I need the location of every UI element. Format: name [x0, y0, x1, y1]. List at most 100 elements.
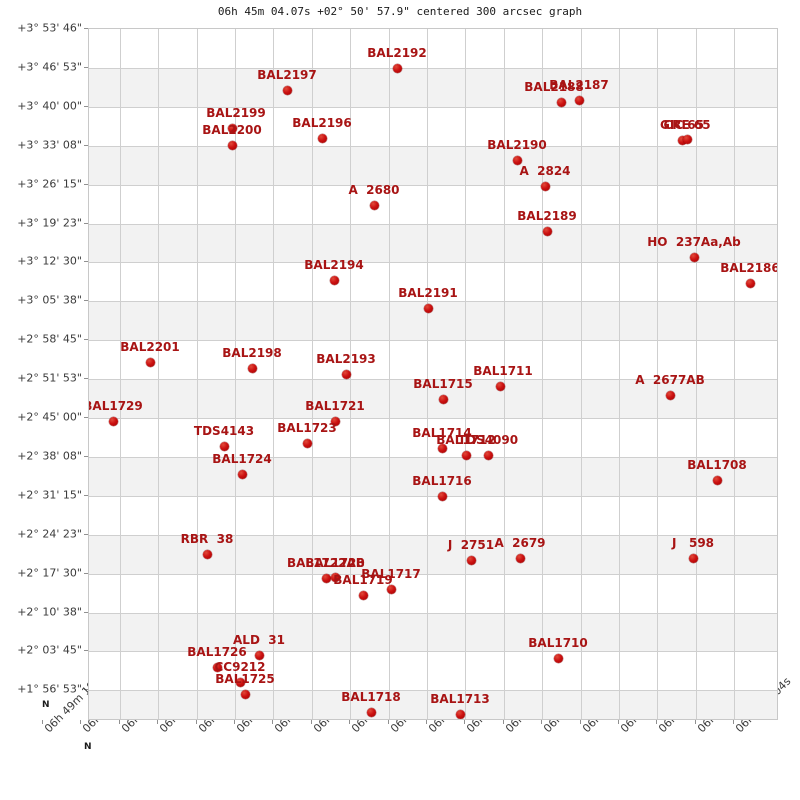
chart-title: 06h 45m 04.07s +02° 50' 57.9" centered 3… — [217, 5, 583, 18]
star-point[interactable] — [437, 491, 447, 501]
star-point[interactable] — [689, 252, 699, 262]
x-tick-mark — [310, 720, 312, 724]
star-point[interactable] — [227, 123, 237, 133]
y-tick-label: +2° 58' 45" — [17, 332, 82, 346]
star-point[interactable] — [495, 381, 505, 391]
star-point[interactable] — [227, 140, 237, 150]
gridline-vertical — [388, 29, 390, 719]
gridline-horizontal — [89, 67, 777, 69]
y-tick-mark — [84, 455, 88, 457]
row-band — [89, 301, 777, 341]
star-point[interactable] — [745, 278, 755, 288]
star-label: CRE 65 — [663, 118, 711, 132]
star-point[interactable] — [515, 553, 525, 563]
y-tick-mark — [84, 494, 88, 496]
x-tick-mark — [272, 720, 274, 724]
x-tick-mark — [80, 720, 82, 724]
star-point[interactable] — [466, 555, 476, 565]
star-point[interactable] — [369, 200, 379, 210]
star-label: BAL1725 — [215, 672, 275, 686]
star-point[interactable] — [392, 63, 402, 73]
y-tick-label: +3° 12' 30" — [17, 254, 82, 268]
star-point[interactable] — [329, 275, 339, 285]
star-point[interactable] — [423, 303, 433, 313]
gridline-horizontal — [89, 418, 777, 419]
y-tick-mark — [84, 650, 88, 652]
star-point[interactable] — [282, 85, 292, 95]
star-point[interactable] — [556, 97, 566, 107]
gridline-vertical — [503, 29, 505, 719]
star-point[interactable] — [461, 450, 471, 460]
row-band — [89, 67, 777, 107]
x-tick-mark — [234, 720, 235, 724]
star-point[interactable] — [212, 662, 222, 672]
star-point[interactable] — [254, 650, 264, 660]
row-band — [89, 456, 777, 496]
star-point[interactable] — [553, 653, 563, 663]
east-indicator: N — [84, 742, 92, 752]
star-point[interactable] — [542, 226, 552, 236]
star-point[interactable] — [437, 443, 447, 453]
star-point[interactable] — [108, 416, 118, 426]
plot-area: BAL2192 BAL2197 BAL2188 BAL2187 BAL2199 BAL22… — [88, 28, 778, 720]
star-label: BAL2199 — [206, 106, 266, 120]
star-point[interactable] — [321, 573, 331, 583]
gridline-horizontal — [89, 379, 777, 381]
star-point[interactable] — [341, 369, 351, 379]
star-label: BAL2196 — [292, 116, 352, 130]
y-tick-label: +2° 03' 45" — [17, 643, 82, 657]
row-band — [89, 379, 777, 418]
star-label: TDS4090 — [457, 433, 519, 447]
gridline-vertical — [695, 29, 697, 719]
gridline-horizontal — [89, 612, 777, 614]
y-tick-mark — [84, 339, 88, 341]
y-tick-label: +2° 45' 00" — [17, 410, 82, 424]
gridline-horizontal — [89, 495, 777, 497]
gridline-horizontal — [89, 340, 777, 342]
y-tick-label: +2° 17' 30" — [17, 566, 82, 580]
y-tick-label: +1° 56' 53" — [17, 682, 82, 696]
star-point[interactable] — [438, 394, 448, 404]
x-tick-mark — [118, 720, 120, 724]
x-tick-mark — [426, 720, 427, 724]
y-tick-mark — [84, 417, 88, 418]
x-tick-mark — [387, 720, 389, 724]
star-point[interactable] — [386, 584, 396, 594]
star-point[interactable] — [247, 363, 257, 373]
gridline-horizontal — [89, 651, 777, 653]
star-point[interactable] — [677, 135, 687, 145]
y-tick-mark — [84, 28, 88, 29]
star-point[interactable] — [665, 390, 675, 400]
star-label: BAL1719 — [333, 573, 393, 587]
x-tick-mark — [618, 720, 619, 724]
star-point[interactable] — [712, 475, 722, 485]
star-label: BAL2192 — [367, 46, 427, 60]
y-tick-label: +2° 38' 08" — [17, 449, 82, 463]
star-point[interactable] — [366, 707, 376, 717]
star-point[interactable] — [240, 689, 250, 699]
star-point[interactable] — [574, 95, 584, 105]
x-tick-mark — [502, 720, 504, 724]
star-point[interactable] — [145, 357, 155, 367]
gridline-horizontal — [89, 145, 777, 147]
star-point[interactable] — [682, 134, 692, 144]
star-point[interactable] — [237, 469, 247, 479]
star-point[interactable] — [202, 549, 212, 559]
gridline-horizontal — [89, 262, 777, 264]
star-point[interactable] — [512, 155, 522, 165]
star-point[interactable] — [455, 709, 465, 719]
star-point[interactable] — [302, 438, 312, 448]
y-tick-mark — [84, 222, 88, 224]
star-point[interactable] — [540, 181, 550, 191]
star-point[interactable] — [317, 133, 327, 143]
gridline-horizontal — [89, 184, 777, 186]
star-point[interactable] — [358, 590, 368, 600]
star-point[interactable] — [219, 441, 229, 451]
star-point[interactable] — [330, 416, 340, 426]
star-point[interactable] — [688, 553, 698, 563]
star-point[interactable] — [330, 572, 340, 582]
gridline-horizontal — [89, 456, 777, 458]
star-point[interactable] — [483, 450, 493, 460]
star-point[interactable] — [235, 677, 245, 687]
